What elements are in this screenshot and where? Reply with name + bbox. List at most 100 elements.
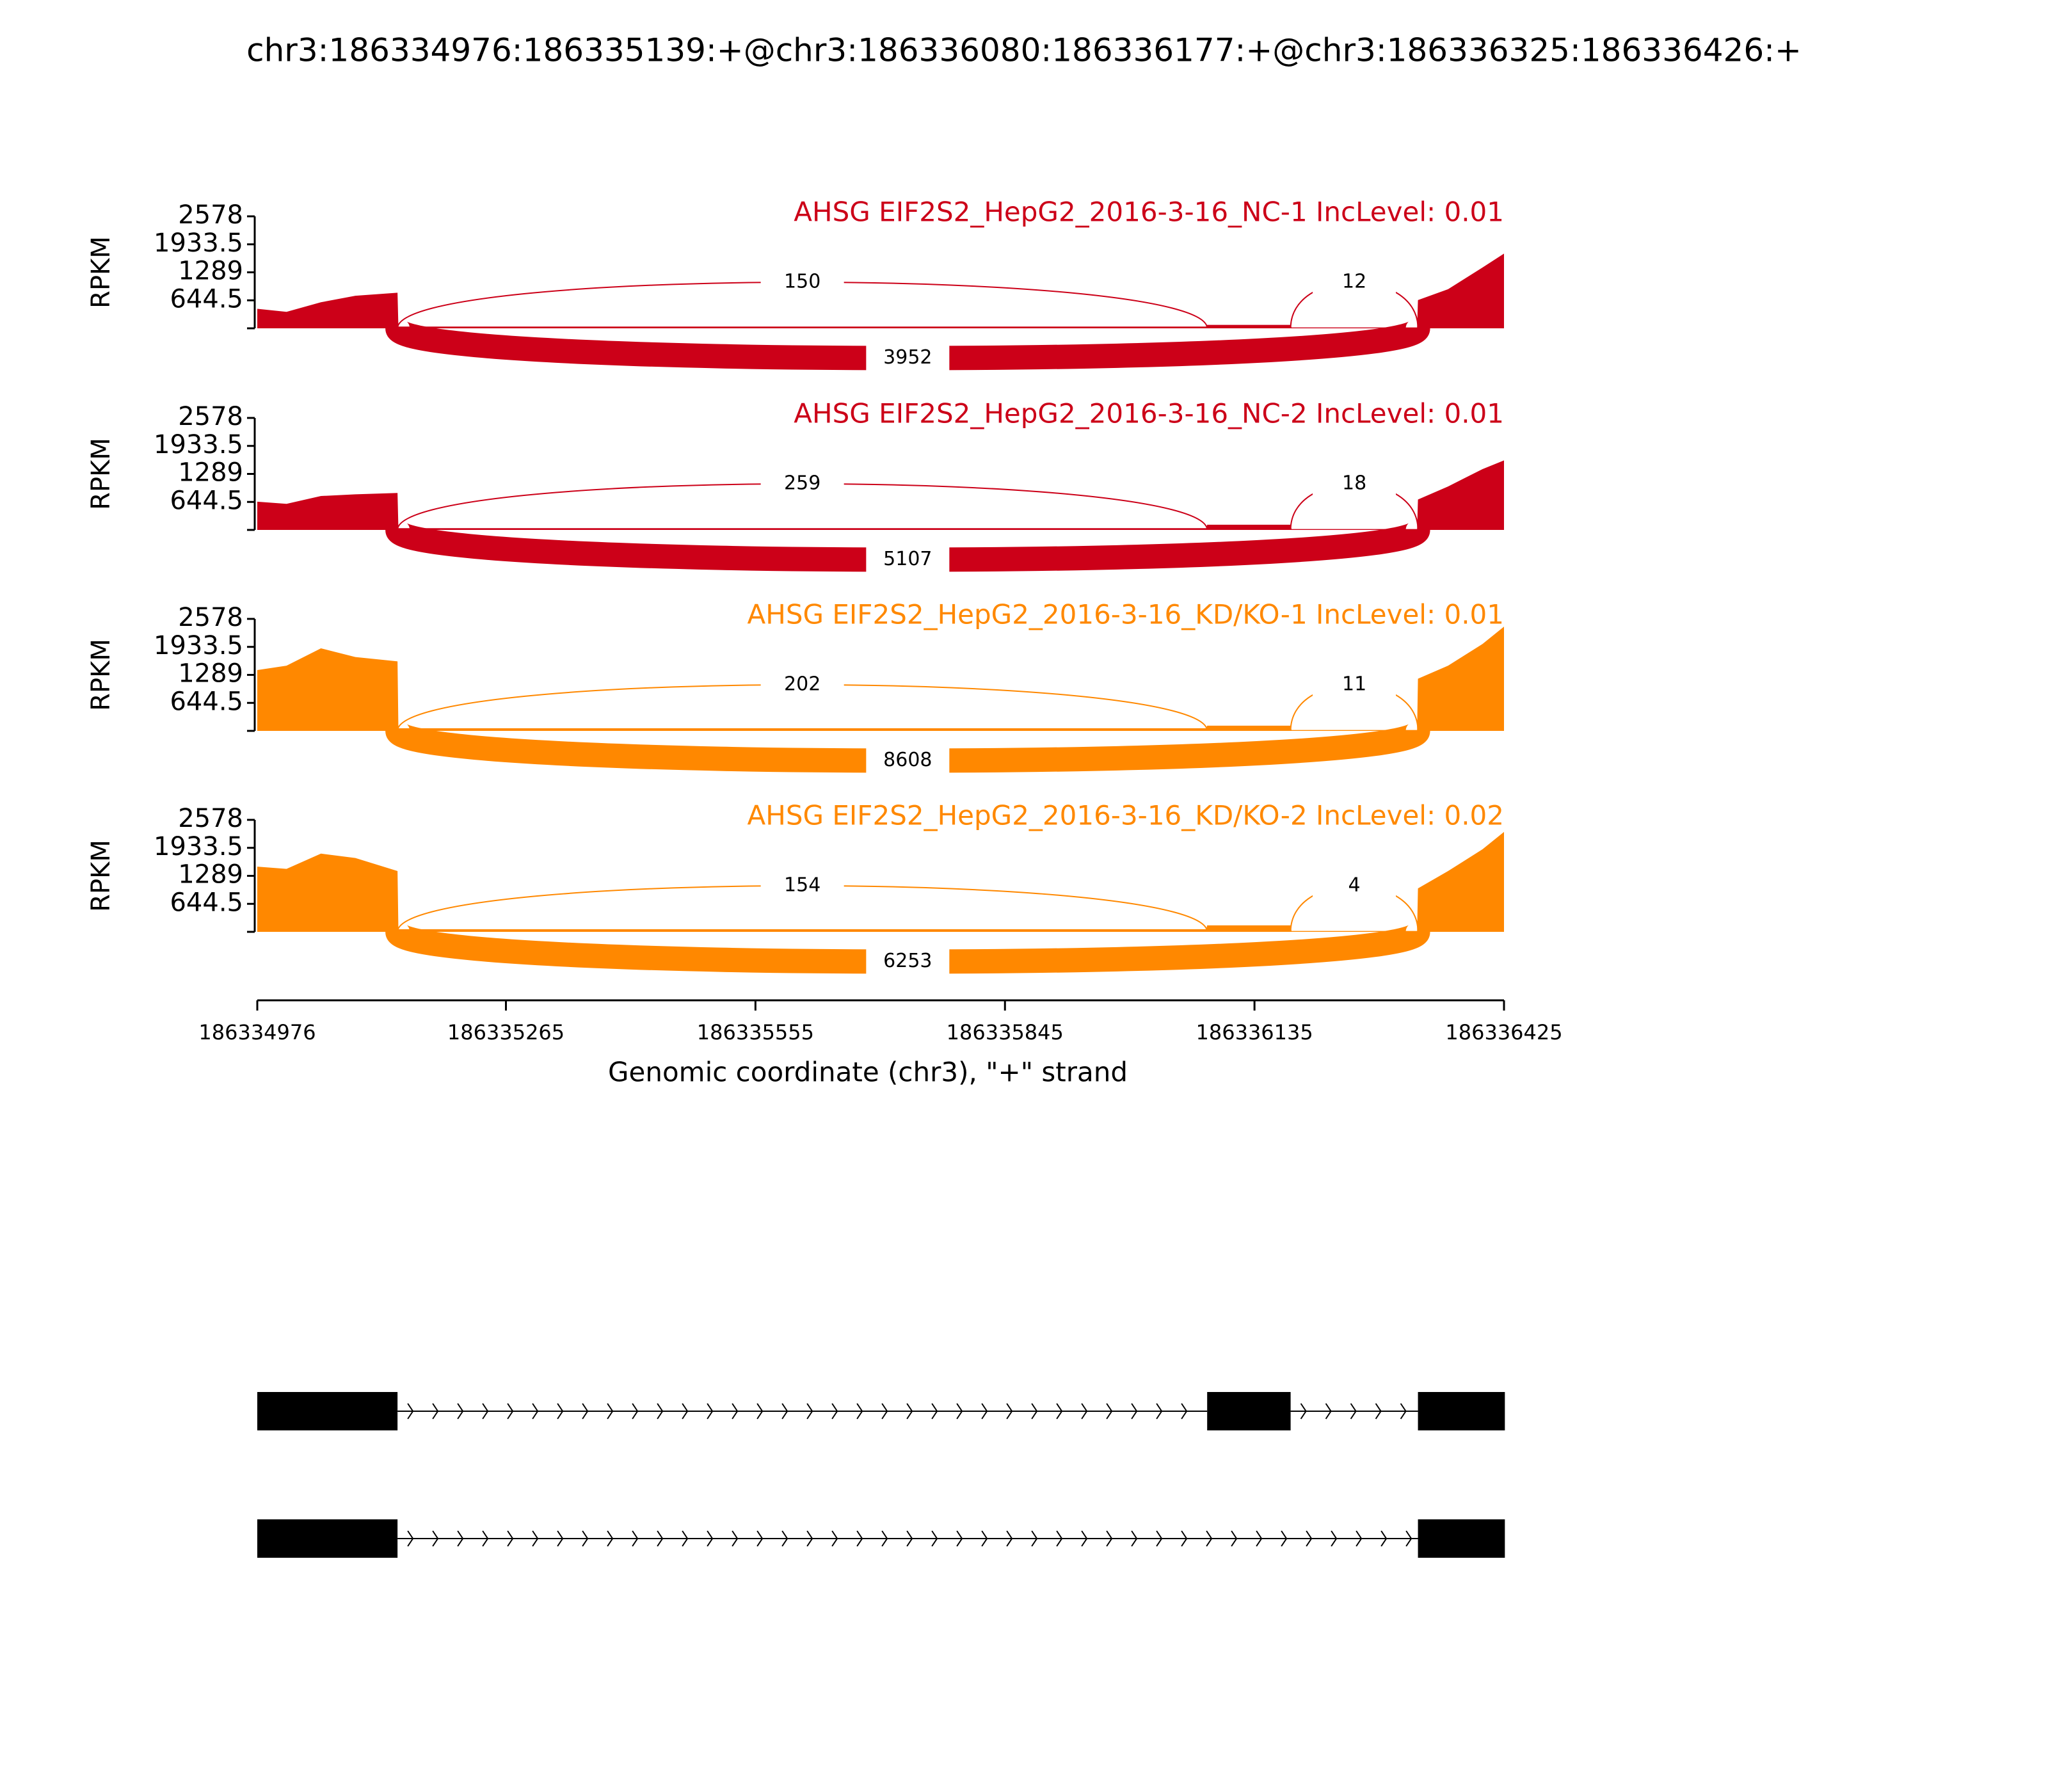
intron-chevron	[831, 1530, 838, 1547]
intron-chevron	[657, 1530, 664, 1547]
intron-chevron	[1181, 1530, 1188, 1547]
intron-chevron	[806, 1530, 813, 1547]
junction-label-bg	[760, 671, 844, 699]
intron-chevron	[607, 1530, 614, 1547]
junction-label: 4	[1348, 874, 1361, 897]
intron-chevron	[482, 1530, 489, 1547]
y-tick-label: 1933.5	[154, 832, 243, 861]
coverage-area	[257, 627, 1504, 731]
junction-label: 3952	[883, 346, 932, 369]
intron-chevron	[1031, 1530, 1038, 1547]
junction-label: 11	[1342, 673, 1366, 696]
y-tick-label: 1289	[178, 458, 243, 488]
junction-label-bg	[1313, 671, 1396, 699]
panel-label: AHSG EIF2S2_HepG2_2016-3-16_NC-1 IncLeve…	[794, 196, 1504, 228]
intron-chevron	[557, 1403, 564, 1420]
intron-chevron	[931, 1403, 938, 1420]
junction-label: 5107	[883, 548, 932, 570]
intron-chevron	[1400, 1403, 1407, 1420]
x-axis-label: Genomic coordinate (chr3), "+" strand	[608, 1057, 1128, 1088]
exon	[1418, 1519, 1505, 1558]
y-tick-label: 1289	[178, 257, 243, 286]
intron-chevron	[981, 1403, 988, 1420]
panel-label: AHSG EIF2S2_HepG2_2016-3-16_NC-2 IncLeve…	[794, 398, 1504, 429]
intron-chevron	[956, 1530, 963, 1547]
junction-label: 8608	[883, 749, 932, 771]
junction-label: 18	[1342, 472, 1366, 495]
intron-chevron	[682, 1403, 689, 1420]
intron-chevron	[831, 1403, 838, 1420]
intron-chevron	[582, 1403, 589, 1420]
junction-label-bg	[1313, 268, 1396, 296]
chart-title: chr3:186334976:186335139:+@chr3:18633608…	[246, 32, 1802, 69]
panel-label: AHSG EIF2S2_HepG2_2016-3-16_KD/KO-1 IncL…	[748, 599, 1504, 630]
intron-chevron	[1056, 1403, 1063, 1420]
intron-chevron	[457, 1403, 464, 1420]
intron-chevron	[1375, 1403, 1382, 1420]
y-tick-label: 1933.5	[154, 228, 243, 258]
x-tick-label: 186335265	[447, 1020, 564, 1044]
intron-chevron	[1081, 1530, 1088, 1547]
junction-label: 150	[784, 271, 820, 293]
intron-chevron	[482, 1403, 489, 1420]
y-tick-label: 1933.5	[154, 430, 243, 460]
intron-chevron	[1156, 1530, 1163, 1547]
y-tick-label: 2578	[178, 804, 243, 833]
intron-chevron	[1256, 1530, 1263, 1547]
intron-chevron	[856, 1530, 863, 1547]
exon	[1207, 1392, 1291, 1430]
intron-chevron	[532, 1530, 539, 1547]
intron-chevron	[1350, 1403, 1357, 1420]
intron-chevron	[1156, 1403, 1163, 1420]
intron-chevron	[1325, 1403, 1332, 1420]
intron-chevron	[732, 1530, 739, 1547]
intron-chevron	[657, 1403, 664, 1420]
intron-chevron	[881, 1403, 888, 1420]
intron-chevron	[1131, 1403, 1138, 1420]
y-tick-label: 1933.5	[154, 631, 243, 660]
x-tick-label: 186335555	[697, 1020, 814, 1044]
intron-chevron	[407, 1530, 414, 1547]
x-tick-label: 186335845	[947, 1020, 1064, 1044]
intron-chevron	[931, 1530, 938, 1547]
intron-chevron	[781, 1530, 788, 1547]
intron-chevron	[1006, 1403, 1013, 1420]
intron-chevron	[432, 1530, 439, 1547]
intron-chevron	[881, 1530, 888, 1547]
junction-label: 202	[784, 673, 820, 696]
y-tick-label: 1289	[178, 860, 243, 890]
exon	[1418, 1392, 1505, 1430]
intron-chevron	[906, 1403, 913, 1420]
intron-chevron	[956, 1403, 963, 1420]
intron-chevron	[906, 1530, 913, 1547]
x-tick-label: 186334976	[198, 1020, 316, 1044]
intron-chevron	[1131, 1530, 1138, 1547]
intron-chevron	[1405, 1530, 1412, 1547]
y-tick-label: 2578	[178, 200, 243, 230]
intron-chevron	[1181, 1403, 1188, 1420]
coverage-area	[257, 460, 1504, 530]
intron-chevron	[1331, 1530, 1338, 1547]
intron-chevron	[1206, 1530, 1213, 1547]
junction-label: 154	[784, 874, 820, 897]
coverage-area	[257, 253, 1504, 328]
intron-chevron	[1380, 1530, 1388, 1547]
y-tick-label: 2578	[178, 603, 243, 632]
intron-chevron	[457, 1530, 464, 1547]
y-axis-label: RPKM	[86, 639, 116, 711]
intron-chevron	[632, 1403, 639, 1420]
panel-label: AHSG EIF2S2_HepG2_2016-3-16_KD/KO-2 IncL…	[748, 800, 1504, 831]
junction-label-bg	[760, 470, 844, 498]
intron-chevron	[507, 1530, 514, 1547]
intron-chevron	[981, 1530, 988, 1547]
coverage-area	[257, 831, 1504, 932]
y-axis-label: RPKM	[86, 236, 116, 308]
intron-chevron	[1081, 1403, 1088, 1420]
intron-chevron	[1106, 1530, 1113, 1547]
y-axis-label: RPKM	[86, 840, 116, 912]
intron-chevron	[756, 1530, 764, 1547]
intron-chevron	[732, 1403, 739, 1420]
intron-chevron	[407, 1403, 414, 1420]
intron-chevron	[607, 1403, 614, 1420]
